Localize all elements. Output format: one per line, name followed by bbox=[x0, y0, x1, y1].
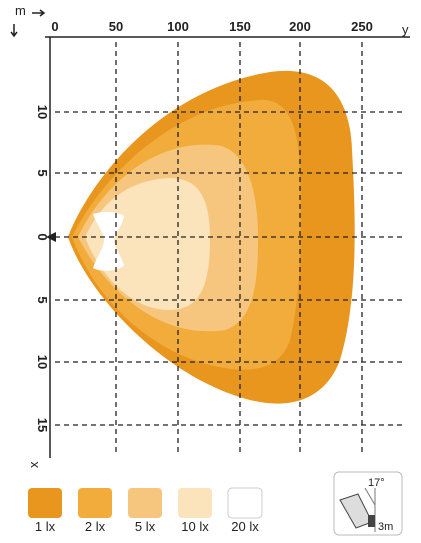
legend-swatch bbox=[28, 488, 62, 518]
origin-arrow bbox=[46, 232, 56, 242]
legend-label: 20 lx bbox=[231, 519, 259, 534]
legend-swatch bbox=[128, 488, 162, 518]
h-tick-label: 0 bbox=[51, 19, 58, 34]
legend-swatch bbox=[227, 487, 263, 519]
h-tick-label: 150 bbox=[229, 19, 251, 34]
v-tick-label: 5 bbox=[35, 296, 50, 303]
inset-angle: 17° bbox=[368, 477, 385, 489]
v-tick-label: 15 bbox=[35, 418, 50, 432]
h-tick-label: 50 bbox=[109, 19, 123, 34]
v-tick-label: 10 bbox=[35, 355, 50, 369]
legend-label: 10 lx bbox=[181, 519, 209, 534]
h-tick-label: 250 bbox=[351, 19, 373, 34]
grid bbox=[55, 42, 405, 455]
corner-label: m bbox=[15, 3, 26, 18]
inset-height: 3m bbox=[378, 521, 393, 533]
horizontal-axis-label: y bbox=[402, 22, 409, 37]
vertical-axis-label: x bbox=[26, 461, 41, 468]
v-tick-label: 10 bbox=[35, 105, 50, 119]
legend-swatch bbox=[178, 488, 212, 518]
legend: 1 lx 2 lx 5 lx 10 lx 20 lx bbox=[28, 487, 263, 534]
v-tick-label: 0 bbox=[35, 233, 50, 240]
h-tick-label: 100 bbox=[167, 19, 189, 34]
v-tick-label: 5 bbox=[35, 169, 50, 176]
axis-arrow bbox=[10, 24, 18, 38]
contours bbox=[68, 70, 355, 404]
h-tick-label: 200 bbox=[289, 19, 311, 34]
axes bbox=[10, 9, 410, 458]
legend-swatch bbox=[78, 488, 112, 518]
mounting-inset: 17° 3m bbox=[333, 471, 403, 536]
legend-label: 2 lx bbox=[85, 519, 106, 534]
legend-label: 5 lx bbox=[135, 519, 156, 534]
legend-label: 1 lx bbox=[35, 519, 56, 534]
axis-arrow bbox=[32, 9, 46, 17]
